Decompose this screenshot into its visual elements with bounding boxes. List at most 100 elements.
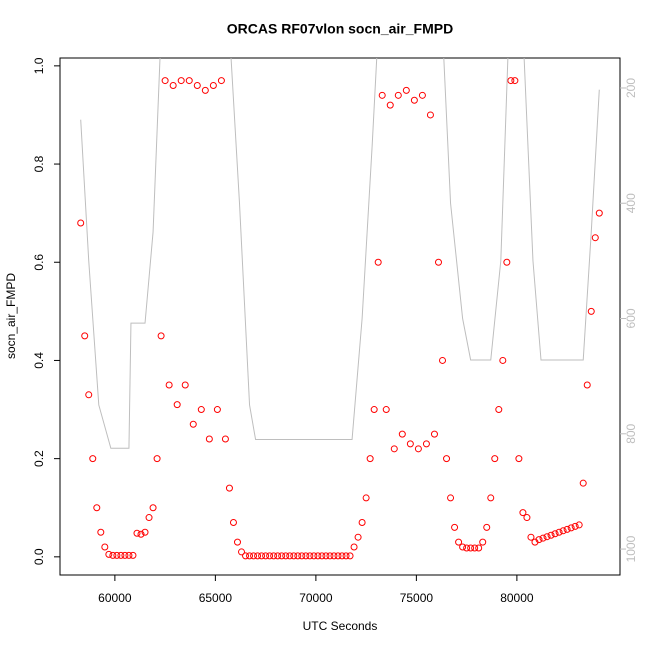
data-point [463,544,471,552]
data-point [266,552,274,560]
plot-area [77,58,603,560]
data-point [579,479,587,487]
data-point [221,435,229,443]
data-point [451,523,459,531]
data-point [459,543,467,551]
data-point [201,86,209,94]
data-point [483,523,491,531]
x-tick-label: 75000 [400,591,434,605]
data-point [370,406,378,414]
data-point [563,525,571,533]
data-point [527,533,535,541]
data-point [503,258,511,266]
data-point [362,494,370,502]
data-point [378,91,386,99]
data-point [121,551,129,559]
y-tick-label: 0.2 [32,450,46,467]
data-point [322,552,330,560]
data-point [258,552,266,560]
data-point [523,514,531,522]
data-point [209,81,217,89]
data-point [109,551,117,559]
data-point [282,552,290,560]
data-point [495,406,503,414]
data-point [475,544,483,552]
y-tick-label: 0.0 [32,548,46,565]
data-point [402,86,410,94]
data-point [426,111,434,119]
data-point [575,521,583,529]
y-tick-label: 0.8 [32,155,46,172]
data-point [290,552,298,560]
data-point [77,219,85,227]
data-point [326,552,334,560]
data-point [262,552,270,560]
x-tick-label: 65000 [199,591,233,605]
data-point [543,533,551,541]
y-tick-label: 0.4 [32,352,46,369]
data-point [93,504,101,512]
data-point [233,538,241,546]
data-point [354,533,362,541]
data-point [350,543,358,551]
data-point [229,518,237,526]
data-point [571,522,579,530]
data-point [133,529,141,537]
data-point [274,552,282,560]
y2-tick-label: 400 [624,193,638,213]
data-point [551,530,559,538]
data-point [286,552,294,560]
y-tick-label: 1.0 [32,57,46,74]
data-point [511,77,519,85]
data-point [410,96,418,104]
data-point [346,552,354,560]
data-point [298,552,306,560]
data-point [145,514,153,522]
data-point [205,435,213,443]
data-point [539,534,547,542]
plot-box [59,57,621,576]
pressure-line [80,58,600,449]
data-point [386,101,394,109]
data-point [141,528,149,536]
data-point [161,77,169,85]
data-point [270,552,278,560]
data-point [181,381,189,389]
data-point [547,531,555,539]
y-tick-label: 0.6 [32,254,46,271]
data-point [555,528,563,536]
data-point [491,455,499,463]
y2-tick-label: 1000 [624,535,638,562]
y-axis-label: socn_air_FMPD [4,273,18,359]
y2-tick-label: 200 [624,78,638,98]
data-point [587,307,595,315]
data-point [185,77,193,85]
data-point [125,551,133,559]
data-point [338,552,346,560]
data-point [422,440,430,448]
data-point [487,494,495,502]
data-point [374,258,382,266]
data-point [406,440,414,448]
x-tick-label: 80000 [500,591,534,605]
data-point [250,552,258,560]
data-point [535,536,543,544]
data-point [81,332,89,340]
data-point [366,455,374,463]
data-point [113,551,121,559]
data-point [217,77,225,85]
data-point [306,552,314,560]
data-point [101,543,109,551]
data-point [567,524,575,532]
data-point [129,551,137,559]
data-point [443,455,451,463]
data-point [157,332,165,340]
data-point [278,552,286,560]
data-point [467,544,475,552]
data-point [382,406,390,414]
data-point [85,391,93,399]
data-point [89,455,97,463]
data-point [117,551,125,559]
data-point [177,77,185,85]
